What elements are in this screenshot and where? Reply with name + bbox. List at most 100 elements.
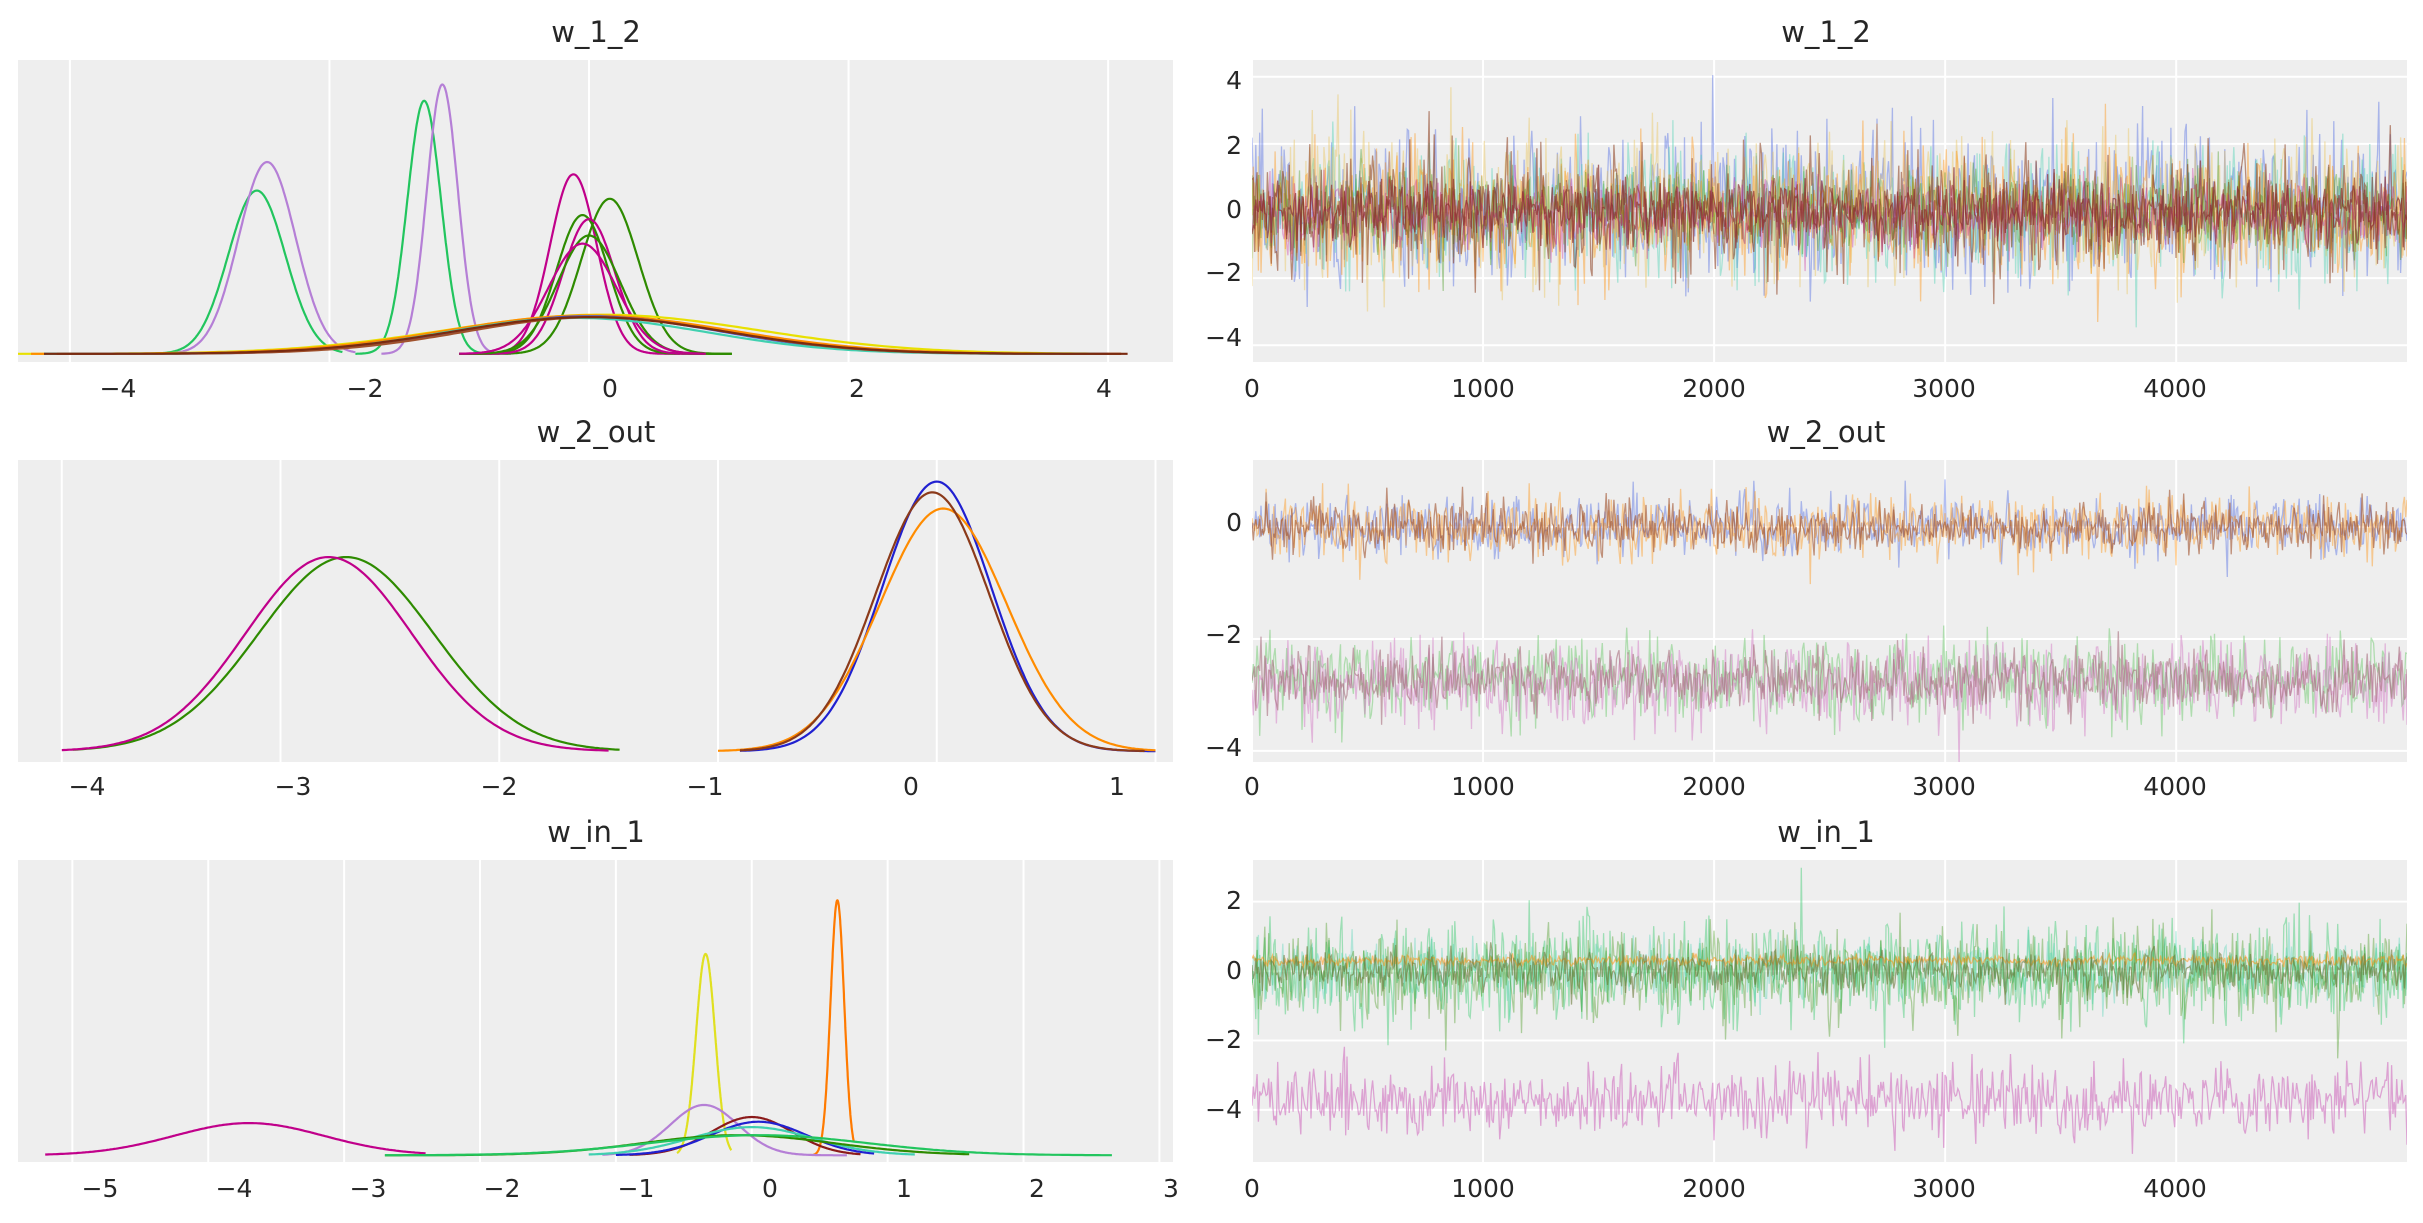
- kde-curve-kde-4: [602, 1103, 847, 1157]
- kde-curve-kde-1: [45, 1121, 426, 1156]
- xtick-label: 4: [1096, 374, 1112, 403]
- trace-series-trace-magenta: [1252, 164, 2407, 272]
- xtick-label: 0: [903, 772, 919, 801]
- kde-curve-kde-9: [384, 1134, 1112, 1157]
- xtick-label: 0: [1244, 374, 1260, 403]
- w_2_out-trace-series: [1252, 479, 2407, 762]
- xtick-label: −4: [69, 772, 106, 801]
- xtick-label: 1000: [1451, 772, 1515, 801]
- kde-curve-kde-5: [739, 491, 1145, 753]
- trace-series-trace-olive: [1252, 942, 2407, 1006]
- trace-series-trace-blue: [1252, 479, 2407, 578]
- xtick-label: −1: [618, 1174, 655, 1203]
- xtick-label: 2000: [1682, 1174, 1746, 1203]
- xtick-label: 0: [602, 374, 618, 403]
- trace-series-trace-brown: [1252, 486, 2407, 564]
- w_in_1-trace-grid: [1251, 860, 2407, 1162]
- xtick-label: −3: [275, 772, 312, 801]
- trace-series-trace-green: [1252, 867, 2407, 1048]
- kde-curve-kde-4: [717, 507, 1156, 752]
- trace-series-trace-darkred: [1252, 160, 2407, 257]
- xtick-label: −2: [481, 772, 518, 801]
- w_2_out-density-curves: [61, 480, 1156, 753]
- ytick-label: 0: [1226, 956, 1242, 985]
- w_in_1-density-curves: [45, 899, 1112, 1157]
- kde-curve-kde-narrow-2: [160, 160, 356, 355]
- ytick-label: −4: [1205, 323, 1242, 352]
- w_in_1-density-axes: [18, 860, 1173, 1162]
- xtick-label: −4: [100, 374, 137, 403]
- w_1_2-trace-series: [1252, 75, 2407, 328]
- trace-series-trace-brown: [1252, 111, 2407, 305]
- w_1_2-density-xticks: −4 −2 0 2 4: [100, 374, 1112, 403]
- w_in_1-trace-title: w_in_1: [1777, 815, 1875, 849]
- trace-series-trace-blue: [1252, 75, 2407, 308]
- ytick-label: 2: [1226, 131, 1242, 160]
- xtick-label: −5: [82, 1174, 119, 1203]
- xtick-label: 2: [1029, 1174, 1045, 1203]
- trace-series-trace-darkgreen: [1252, 909, 2407, 1059]
- xtick-label: 2000: [1682, 772, 1746, 801]
- w_in_1-density-panel: w_in_1 −5 −4 −3 −2 −1 0 1 2 3: [18, 815, 1179, 1203]
- ytick-label: −2: [1205, 1025, 1242, 1054]
- w_1_2-density-curves: [18, 83, 1128, 355]
- w_in_1-density-title: w_in_1: [547, 815, 645, 849]
- xtick-label: 3: [1163, 1174, 1179, 1203]
- w_2_out-trace-panel: w_2_out 0 1000 2000 3000 4000 −4 −2 0: [1205, 415, 2407, 801]
- xtick-label: −4: [216, 1174, 253, 1203]
- kde-curve-kde-wide-6: [44, 316, 1128, 355]
- ytick-label: −2: [1205, 258, 1242, 287]
- w_1_2-trace-title: w_1_2: [1781, 15, 1871, 49]
- xtick-label: −2: [484, 1174, 521, 1203]
- w_1_2-trace-xticks: 0 1000 2000 3000 4000: [1244, 374, 2207, 403]
- xtick-label: −1: [687, 772, 724, 801]
- xtick-label: 4000: [2143, 1174, 2207, 1203]
- w_in_1-trace-panel: w_in_1 0 1000 2000 3000 4000 −4 −2 0 2: [1205, 815, 2407, 1203]
- trace-series-trace-teal: [1252, 922, 2407, 1020]
- kde-curve-kde-mid-4: [459, 218, 706, 355]
- xtick-label: 3000: [1912, 374, 1976, 403]
- ytick-label: −4: [1205, 1095, 1242, 1124]
- xtick-label: 3000: [1912, 1174, 1976, 1203]
- kde-curve-kde-narrow-1: [147, 189, 343, 355]
- trace-series-trace-green: [1252, 625, 2407, 743]
- w_2_out-trace-title: w_2_out: [1767, 415, 1886, 449]
- ytick-label: −4: [1205, 733, 1242, 762]
- w_in_1-trace-yticks: −4 −2 0 2: [1205, 886, 1242, 1124]
- w_2_out-trace-axes: [1252, 460, 2407, 762]
- xtick-label: 3000: [1912, 772, 1976, 801]
- ytick-label: 2: [1226, 886, 1242, 915]
- w_2_out-density-xticks: −4 −3 −2 −1 0 1: [69, 772, 1125, 801]
- xtick-label: 1000: [1451, 374, 1515, 403]
- w_2_out-density-axes: [18, 460, 1173, 762]
- w_in_1-trace-series: [1252, 867, 2407, 1154]
- xtick-label: 1000: [1451, 1174, 1515, 1203]
- kde-curve-kde-narrow-3: [355, 99, 492, 355]
- w_in_1-trace-axes: [1252, 860, 2407, 1162]
- trace-series-trace-mauve: [1252, 631, 2407, 725]
- w_1_2-trace-panel: w_1_2 0 1000 2000 3000 4000 −4 −2 0 2 4: [1205, 15, 2407, 403]
- ytick-label: 0: [1226, 508, 1242, 537]
- ytick-label: −2: [1205, 620, 1242, 649]
- w_2_out-density-panel: w_2_out −4 −3 −2 −1 0 1: [18, 415, 1173, 801]
- xtick-label: 0: [762, 1174, 778, 1203]
- xtick-label: −2: [347, 374, 384, 403]
- w_1_2-trace-yticks: −4 −2 0 2 4: [1205, 66, 1242, 352]
- xtick-label: 2000: [1682, 374, 1746, 403]
- kde-curve-kde-mid-6: [459, 242, 706, 355]
- w_in_1-trace-xticks: 0 1000 2000 3000 4000: [1244, 1174, 2207, 1203]
- w_1_2-density-title: w_1_2: [551, 15, 641, 49]
- xtick-label: 0: [1244, 772, 1260, 801]
- trace-series-trace-pink: [1252, 1046, 2407, 1154]
- kde-curve-kde-6: [615, 1120, 875, 1157]
- xtick-label: 1: [1109, 772, 1125, 801]
- w_1_2-density-panel: w_1_2 −4 −2 0 2 4: [18, 15, 1173, 403]
- xtick-label: 2: [849, 374, 865, 403]
- xtick-label: 4000: [2143, 374, 2207, 403]
- xtick-label: 4000: [2143, 772, 2207, 801]
- xtick-label: 1: [896, 1174, 912, 1203]
- kde-curve-kde-2: [61, 555, 609, 752]
- trace-series-trace-pink: [1252, 629, 2407, 762]
- ytick-label: 0: [1226, 195, 1242, 224]
